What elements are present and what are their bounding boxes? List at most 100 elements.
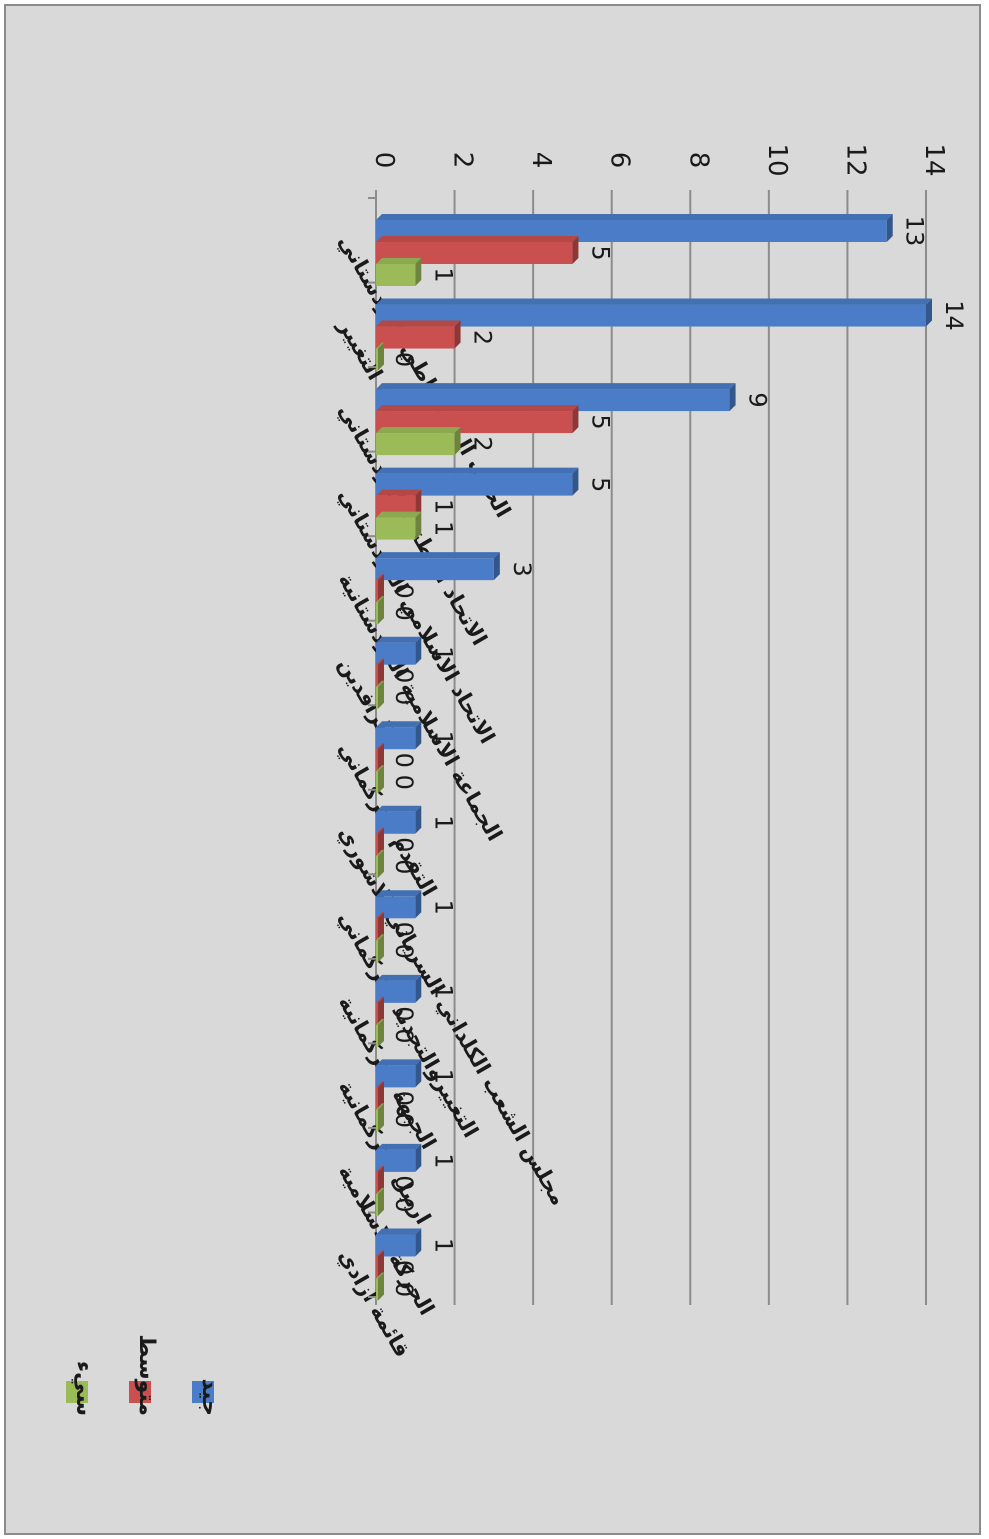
bar (376, 326, 455, 349)
bar-top (376, 1081, 384, 1088)
bar-top (376, 427, 461, 434)
bar-top (376, 1165, 384, 1172)
bar-side (454, 427, 461, 456)
bar-side (415, 890, 422, 919)
bar-side (415, 1059, 422, 1088)
bar (376, 811, 416, 834)
bar-top (376, 1103, 384, 1110)
bar-top (376, 574, 384, 581)
legend-swatch (192, 1381, 214, 1403)
bar-top (376, 467, 579, 474)
data-label: 0 (390, 1113, 418, 1128)
data-label: 0 (390, 668, 418, 683)
bar-side (886, 214, 893, 242)
bar (376, 1234, 416, 1257)
bar (376, 264, 416, 286)
bar-top (376, 890, 422, 897)
bar-top (376, 320, 461, 327)
bar-top (376, 1228, 422, 1235)
data-label: 1 (429, 1069, 457, 1084)
bar-side (378, 658, 384, 687)
data-label: 0 (390, 1282, 418, 1297)
data-label: 0 (390, 837, 418, 852)
bar (376, 242, 573, 264)
bar-top (376, 721, 422, 728)
bar-side (415, 721, 422, 750)
bar-top (376, 236, 579, 242)
legend-swatch (66, 1381, 88, 1403)
data-label: 0 (390, 690, 418, 705)
bar-side (378, 680, 384, 709)
bar-side (378, 596, 384, 625)
data-label: 0 (390, 1006, 418, 1021)
legend-swatch (129, 1381, 151, 1403)
bar-side (493, 552, 500, 581)
bar (376, 580, 378, 603)
bar (376, 602, 378, 625)
bar-top (376, 1187, 384, 1194)
bar-top (376, 1143, 422, 1150)
bar-side (378, 849, 384, 878)
bar-side (378, 1018, 384, 1047)
data-label: 0 (390, 352, 418, 367)
bar-side (454, 320, 461, 349)
data-label: 0 (390, 775, 418, 790)
data-label: 3 (508, 562, 536, 577)
bar (376, 833, 378, 856)
data-label: 1 (429, 646, 457, 661)
value-tick-label: 8 (683, 152, 713, 169)
bar-top (376, 489, 422, 496)
bar (376, 1193, 378, 1216)
bar-side (378, 743, 384, 772)
data-label: 0 (390, 606, 418, 621)
data-label: 1 (429, 499, 457, 514)
bar (376, 473, 573, 496)
bar-top (376, 636, 422, 643)
bar-side (378, 342, 384, 371)
bar-top (376, 342, 384, 349)
bar-top (376, 765, 384, 772)
bar-top (376, 912, 384, 919)
data-label: 5 (586, 477, 614, 492)
bar-side (378, 1272, 384, 1301)
value-tick-label: 2 (448, 152, 478, 169)
data-label: 1 (429, 731, 457, 746)
bar (376, 1065, 416, 1088)
bar (376, 664, 378, 687)
bar-side (415, 974, 422, 1003)
bar-side (378, 1250, 384, 1279)
data-label: 1 (429, 1153, 457, 1168)
bar-side (378, 1103, 384, 1132)
bar-side (415, 1228, 422, 1257)
data-label: 0 (390, 753, 418, 768)
bar (376, 855, 378, 878)
bar-side (378, 1165, 384, 1194)
data-label: 5 (586, 245, 614, 260)
bar (376, 558, 494, 581)
bar (376, 1109, 378, 1132)
bar (376, 686, 378, 709)
data-label: 0 (390, 944, 418, 959)
data-label: 1 (429, 900, 457, 915)
bar-top (376, 405, 579, 412)
bar-top (376, 1018, 384, 1025)
bar-side (378, 827, 384, 856)
bar-top (376, 1059, 422, 1066)
bar-side (378, 1081, 384, 1110)
bar-top (376, 511, 422, 518)
bar-top (376, 658, 384, 665)
value-tick-label: 14 (919, 143, 949, 176)
bar-side (415, 258, 422, 286)
data-label: 1 (429, 521, 457, 536)
bar (376, 771, 378, 794)
data-label: 0 (390, 859, 418, 874)
data-label: 2 (469, 330, 497, 345)
legend-label: متوسط (134, 1334, 159, 1416)
data-label: 0 (390, 1091, 418, 1106)
bar (376, 980, 416, 1003)
bar-top (376, 934, 384, 941)
bar (376, 304, 926, 327)
data-label: 0 (390, 1197, 418, 1212)
bar-side (926, 298, 932, 327)
bar (376, 940, 378, 963)
